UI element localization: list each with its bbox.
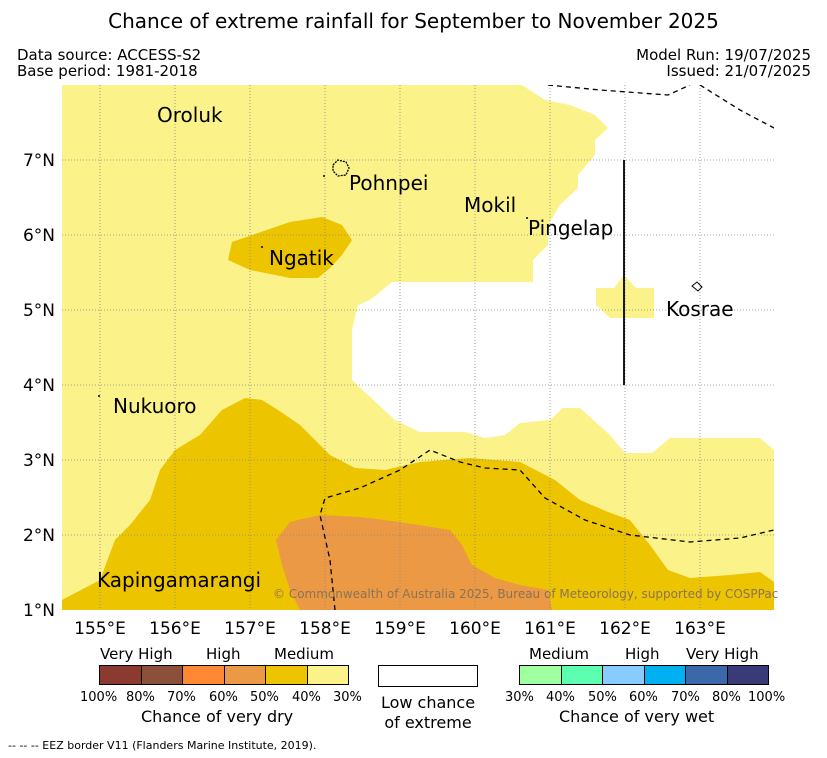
lon-tick: 156°E <box>149 619 201 639</box>
label-nukuoro: Nukuoro <box>113 394 197 418</box>
rainfall-map: Oroluk Pohnpei Mokil Pingelap Ngatik Kos… <box>23 85 774 639</box>
lon-tick: 158°E <box>299 619 351 639</box>
lon-tick: 155°E <box>74 619 126 639</box>
dry-tick: 50% <box>250 690 279 705</box>
dry-50-60-south <box>62 398 774 610</box>
wet-swatch <box>644 666 686 684</box>
dry-30-50-kosrae <box>596 275 654 318</box>
lon-tick: 162°E <box>599 619 651 639</box>
label-pingelap: Pingelap <box>528 216 613 240</box>
copyright-credit: © Commonwealth of Australia 2025, Bureau… <box>273 587 779 601</box>
dry-tick: 40% <box>292 690 321 705</box>
lon-tick: 157°E <box>224 619 276 639</box>
dry-very-high-label: Very High <box>100 645 173 663</box>
data-source: Data source: ACCESS-S2 <box>17 46 202 64</box>
low-chance-swatch <box>378 665 478 687</box>
lat-tick: 3°N <box>23 451 55 471</box>
low-chance-line2: of extreme <box>384 713 472 732</box>
wet-tick: 50% <box>588 690 617 705</box>
wet-swatch <box>561 666 603 684</box>
eez-border <box>319 85 774 610</box>
dry-tick: 80% <box>126 690 155 705</box>
low-chance-line1: Low chance <box>380 693 476 712</box>
nukuoro-atoll <box>98 395 100 397</box>
dry-swatch <box>100 666 142 684</box>
pingelap-atoll <box>526 217 528 219</box>
label-kapingamarangi: Kapingamarangi <box>97 568 261 592</box>
wet-legend-title: Chance of very wet <box>559 707 715 726</box>
grid-lines <box>62 85 774 610</box>
dry-60-70-region <box>276 515 552 610</box>
dry-colorbar <box>99 665 349 685</box>
lon-tick: 160°E <box>449 619 501 639</box>
lat-tick: 7°N <box>23 151 55 171</box>
dry-tick: 100% <box>80 690 118 705</box>
label-ngatik: Ngatik <box>269 246 334 270</box>
dry-swatch <box>224 666 266 684</box>
label-pohnpei: Pohnpei <box>349 171 429 195</box>
lon-tick: 163°E <box>674 619 726 639</box>
label-kosrae: Kosrae <box>666 297 734 321</box>
wet-tick: 40% <box>546 690 575 705</box>
eez-note: -- -- -- EEZ border V11 (Flanders Marine… <box>8 739 317 752</box>
map-title: Chance of extreme rainfall for September… <box>108 9 719 33</box>
dry-swatch <box>266 666 308 684</box>
wet-swatch <box>603 666 645 684</box>
label-mokil: Mokil <box>464 193 516 217</box>
lat-tick: 4°N <box>23 376 55 396</box>
lat-tick: 5°N <box>23 301 55 321</box>
base-period: Base period: 1981-2018 <box>17 62 198 80</box>
wet-high-label: High <box>625 645 660 663</box>
pohnpei-island <box>332 159 350 177</box>
dry-tick: 70% <box>167 690 196 705</box>
lon-tick: 161°E <box>524 619 576 639</box>
dry-50-60-ngatik <box>228 217 352 278</box>
dry-tick: 30% <box>333 690 362 705</box>
wet-medium-label: Medium <box>529 645 589 663</box>
wet-very-high-label: Very High <box>686 645 759 663</box>
wet-swatch <box>520 666 562 684</box>
wet-tick: 100% <box>748 690 786 705</box>
wet-swatch <box>727 666 768 684</box>
wet-tick: 80% <box>712 690 741 705</box>
lat-tick: 6°N <box>23 226 55 246</box>
wet-tick: 70% <box>671 690 700 705</box>
lon-tick: 159°E <box>374 619 426 639</box>
model-run: Model Run: 19/07/2025 <box>636 46 811 64</box>
dry-swatch <box>307 666 348 684</box>
wet-tick: 60% <box>629 690 658 705</box>
lat-tick: 1°N <box>23 601 55 621</box>
dry-swatch <box>183 666 225 684</box>
label-oroluk: Oroluk <box>157 103 223 127</box>
kosrae-island <box>691 281 703 292</box>
dry-swatch <box>141 666 183 684</box>
dry-tick: 60% <box>209 690 238 705</box>
wet-tick: 30% <box>505 690 534 705</box>
dry-legend-title: Chance of very dry <box>141 707 294 726</box>
pohnpei-islet <box>323 175 325 177</box>
wet-colorbar <box>519 665 769 685</box>
ngatik-atoll <box>261 246 263 248</box>
dry-high-label: High <box>206 645 241 663</box>
issued-date: Issued: 21/07/2025 <box>666 62 811 80</box>
dry-medium-label: Medium <box>274 645 334 663</box>
wet-swatch <box>686 666 728 684</box>
lat-tick: 2°N <box>23 526 55 546</box>
